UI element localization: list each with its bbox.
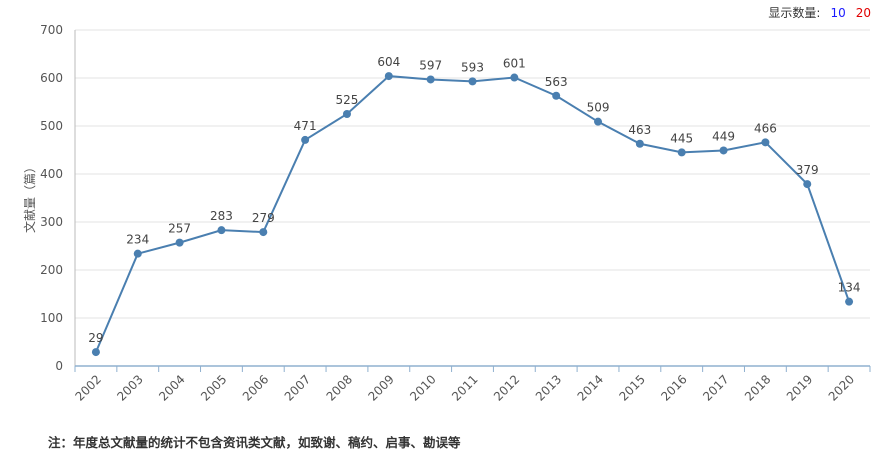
data-label: 449	[712, 129, 735, 143]
x-tick-label: 2011	[449, 372, 480, 403]
x-tick-label: 2017	[700, 372, 731, 403]
display-count-option-10[interactable]: 10	[830, 5, 846, 20]
data-label: 279	[252, 211, 275, 225]
data-label: 604	[377, 55, 400, 69]
data-points	[91, 72, 854, 357]
data-point[interactable]	[217, 226, 226, 235]
x-tick-label: 2019	[784, 372, 815, 403]
grid-lines	[75, 29, 870, 319]
x-tick-label: 2010	[407, 372, 438, 403]
x-tick-label: 2012	[491, 372, 522, 403]
display-count-control: 显示数量: 10 20	[768, 4, 871, 21]
display-count-label: 显示数量:	[768, 6, 821, 20]
y-tick-label: 200	[40, 263, 63, 277]
footnote: 注：年度总文献量的统计不包含资讯类文献，如致谢、稿约、启事、勘误等	[48, 435, 461, 450]
x-tick-label: 2007	[282, 372, 313, 403]
data-labels: 29 234 257 283 279 471 525 604 597 593 601 563 509 46…	[88, 55, 860, 345]
data-label: 471	[294, 119, 317, 133]
data-label: 466	[754, 121, 777, 135]
data-point[interactable]	[677, 148, 686, 157]
x-tick-label: 2005	[198, 372, 229, 403]
x-tick-labels: 2002 2003 2004 2005 2006 2007 2008 2009 2010 2011…	[73, 372, 858, 403]
data-point[interactable]	[259, 228, 268, 237]
data-point[interactable]	[594, 117, 603, 126]
data-point[interactable]	[552, 91, 561, 100]
data-point[interactable]	[468, 77, 477, 86]
data-label: 234	[126, 233, 149, 247]
x-tick-label: 2013	[533, 372, 564, 403]
data-point[interactable]	[803, 180, 812, 189]
y-tick-label: 100	[40, 311, 63, 325]
x-tick-label: 2018	[742, 372, 773, 403]
series-line	[95, 75, 851, 353]
y-tick-label: 700	[40, 23, 63, 37]
data-label: 563	[545, 75, 568, 89]
data-point[interactable]	[426, 75, 435, 84]
data-label: 509	[587, 101, 610, 115]
x-tick-label: 2002	[73, 372, 104, 403]
x-tick-label: 2015	[616, 372, 647, 403]
data-label: 597	[419, 58, 442, 72]
data-point[interactable]	[635, 139, 644, 148]
data-point[interactable]	[175, 238, 184, 247]
data-label: 525	[336, 93, 359, 107]
data-label: 379	[796, 163, 819, 177]
x-tick-label: 2014	[575, 372, 606, 403]
y-tick-label: 0	[55, 359, 63, 373]
data-point[interactable]	[761, 138, 770, 147]
data-point[interactable]	[301, 135, 310, 144]
y-tick-label: 500	[40, 119, 63, 133]
x-tick-label: 2016	[658, 372, 689, 403]
data-point[interactable]	[342, 110, 351, 118]
data-point[interactable]	[719, 146, 728, 155]
data-label: 257	[168, 222, 191, 236]
data-point[interactable]	[510, 73, 519, 82]
data-label: 601	[503, 57, 526, 71]
data-point[interactable]	[845, 297, 854, 306]
x-tick-label: 2004	[156, 372, 187, 403]
y-tick-label: 300	[40, 215, 63, 229]
data-point[interactable]	[384, 72, 393, 81]
data-label: 445	[670, 131, 693, 145]
data-label: 134	[838, 281, 861, 295]
data-label: 593	[461, 60, 484, 74]
data-point[interactable]	[133, 249, 142, 258]
y-tick-label: 600	[40, 71, 63, 85]
x-tick-label: 2009	[365, 372, 396, 403]
y-tick-labels: 0 100 200 300 400 500 600 700	[40, 23, 63, 373]
display-count-option-20[interactable]: 20	[855, 5, 871, 20]
y-axis-label: 文献量（篇）	[22, 161, 37, 233]
x-tick-label: 2003	[114, 372, 145, 403]
data-label: 283	[210, 209, 233, 223]
x-tick-label: 2020	[826, 372, 857, 403]
data-point[interactable]	[91, 348, 100, 357]
x-tick-label: 2008	[324, 372, 355, 403]
data-label: 463	[628, 123, 651, 137]
x-tick-label: 2006	[240, 372, 271, 403]
axes	[74, 30, 871, 372]
y-tick-label: 400	[40, 167, 63, 181]
data-label: 29	[88, 331, 103, 345]
